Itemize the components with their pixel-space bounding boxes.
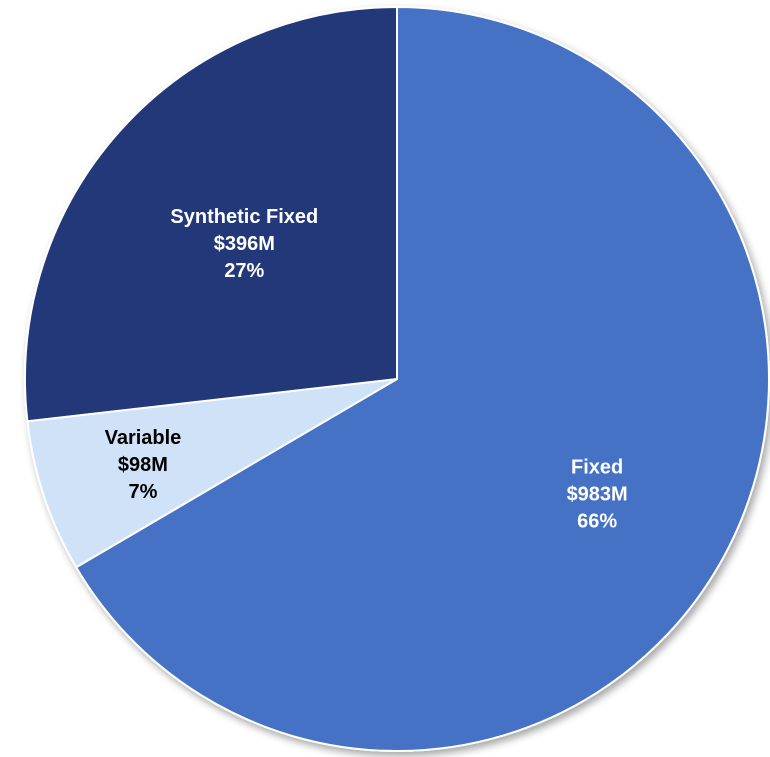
slice-value: $983M bbox=[567, 484, 628, 506]
pie-slices bbox=[24, 5, 770, 752]
pie-labels: Fixed $983M 66% Variable $98M 7% Synthetic Fix… bbox=[105, 206, 628, 533]
pie-slice-synthetic-fixed bbox=[24, 5, 398, 423]
slice-name: Variable bbox=[105, 427, 182, 449]
slice-name: Synthetic Fixed bbox=[170, 206, 318, 228]
pie-slice-variable bbox=[26, 378, 398, 569]
slice-value: $396M bbox=[214, 233, 275, 255]
slice-label-fixed: Fixed $983M 66% bbox=[567, 457, 628, 533]
slice-percent: 27% bbox=[224, 260, 264, 282]
slice-label-variable: Variable $98M 7% bbox=[105, 427, 182, 503]
pie-slice-fixed bbox=[74, 5, 770, 752]
slice-percent: 66% bbox=[577, 511, 617, 533]
slice-value: $98M bbox=[118, 454, 168, 476]
slice-percent: 7% bbox=[128, 481, 157, 503]
slice-name: Fixed bbox=[571, 457, 623, 479]
slice-label-synthetic-fixed: Synthetic Fixed $396M 27% bbox=[170, 206, 318, 282]
